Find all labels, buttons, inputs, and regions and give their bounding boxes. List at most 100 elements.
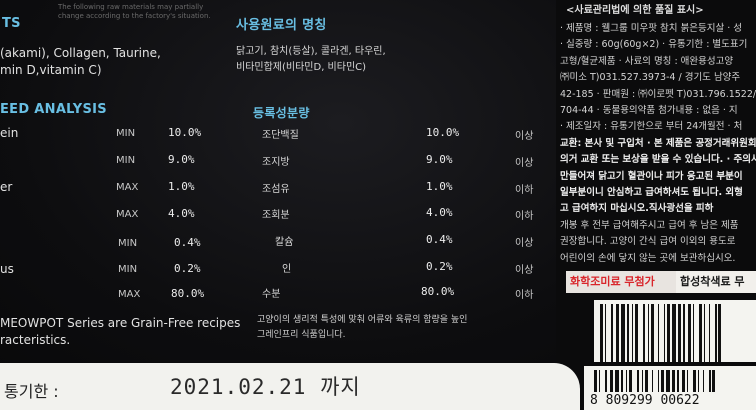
ingredients-en-line1: (akami), Collagen, Taurine, bbox=[0, 46, 161, 60]
quality-label-line: · 제품명 : 웰그룹 미우팟 참치 붉은등지살 · 성 bbox=[560, 23, 742, 34]
analysis-value-en: 4.0% bbox=[168, 207, 195, 220]
analysis-bound-en: MAX bbox=[118, 289, 141, 300]
barcode-bar bbox=[693, 370, 696, 392]
badge-no-coloring: 합성착색료 무 bbox=[676, 271, 756, 293]
barcode-bar bbox=[692, 304, 695, 362]
barcode-top-bars bbox=[594, 300, 756, 362]
ingredients-en-line2: min D,vitamin C) bbox=[0, 63, 102, 77]
analysis-value-ko: 4.0% bbox=[426, 206, 453, 219]
barcode-bar bbox=[672, 304, 677, 362]
barcode-bar bbox=[643, 304, 645, 362]
analysis-title-en: EED ANALYSIS bbox=[0, 102, 107, 117]
barcode-bar bbox=[598, 370, 601, 392]
barcode-bar bbox=[702, 370, 705, 392]
quality-label-line: 어린이의 손에 닿지 않는 곳에 보관하십시오. bbox=[560, 252, 736, 264]
barcode-bar bbox=[683, 304, 685, 362]
barcode-bar bbox=[627, 304, 629, 362]
quality-label-line: 만들어져 닭고기 혈관이나 피가 응고된 부분이 bbox=[560, 170, 743, 182]
barcode-bar bbox=[611, 304, 613, 362]
analysis-value-en: 10.0% bbox=[168, 126, 202, 139]
expiry-band: 통기한 : 2021.02.21 까지 bbox=[0, 363, 580, 410]
barcode-bar bbox=[637, 370, 639, 392]
analysis-bound-en: MAX bbox=[116, 182, 139, 193]
top-note-line1: The following raw materials may partiall… bbox=[58, 3, 204, 11]
expiry-date: 2021.02.21 까지 bbox=[170, 375, 361, 399]
barcode-bar bbox=[648, 304, 650, 362]
barcode-bar bbox=[658, 370, 660, 392]
analysis-bound-ko: 이상 bbox=[515, 238, 534, 249]
barcode-bar bbox=[614, 370, 619, 392]
barcode-bar bbox=[626, 370, 628, 392]
analysis-value-en: 80.0% bbox=[171, 287, 205, 300]
barcode-bar bbox=[610, 370, 613, 392]
barcode-bar bbox=[645, 370, 648, 392]
quality-label-line: 교환: 본사 및 구입처 · 본 제품은 공정거래위원회 bbox=[560, 137, 756, 149]
analysis-bound-ko: 이하 bbox=[515, 211, 534, 222]
analysis-bound-en: MIN bbox=[116, 128, 136, 139]
grain-free-en-line1: MEOWPOT Series are Grain-Free recipes bbox=[0, 316, 241, 330]
grain-free-ko-line2: 그레인프리 식품입니다. bbox=[257, 330, 346, 340]
analysis-label-ko: 조회분 bbox=[262, 210, 290, 221]
barcode-bar bbox=[604, 304, 607, 362]
analysis-bound-ko: 이상 bbox=[515, 131, 534, 142]
analysis-bound-ko: 이하 bbox=[515, 185, 534, 196]
barcode-bar bbox=[672, 370, 676, 392]
ingredients-title-ko: 사용원료의 명칭 bbox=[236, 18, 327, 33]
barcode: 8 809299 00622 bbox=[584, 366, 756, 410]
barcode-bar bbox=[688, 304, 691, 362]
analysis-value-ko: 0.4% bbox=[426, 233, 453, 246]
analysis-bound-en: MIN bbox=[118, 264, 138, 275]
analysis-value-en: 0.4% bbox=[174, 236, 201, 249]
ingredients-ko-line1: 닭고기, 참치(등살), 콜라겐, 타우린, bbox=[236, 46, 386, 57]
analysis-label-en: er bbox=[0, 180, 13, 194]
barcode-bar bbox=[718, 304, 722, 362]
analysis-label-ko: 조지방 bbox=[262, 157, 290, 168]
analysis-label-ko: 조단백질 bbox=[262, 130, 299, 141]
barcode-bar bbox=[661, 370, 664, 392]
barcode-bars-upper bbox=[600, 304, 756, 362]
barcode-bar bbox=[616, 304, 619, 362]
barcode-bar bbox=[686, 370, 689, 392]
quality-label-line: 권장합니다. 고양이 간식 급여 이외의 용도로 bbox=[560, 236, 736, 248]
analysis-bound-ko: 이하 bbox=[515, 290, 534, 301]
quality-label-line: 고형/혈균제품 · 사료의 명칭 : 애완용성고양 bbox=[560, 55, 734, 67]
barcode-bar bbox=[651, 304, 654, 362]
barcode-bar bbox=[682, 370, 685, 392]
barcode-bar bbox=[708, 304, 711, 362]
barcode-number: 8 809299 00622 bbox=[590, 393, 700, 408]
barcode-bar bbox=[715, 304, 717, 362]
quality-label-line: · 실중량 : 60g(60g×2) · 유통기한 : 별도표기 bbox=[560, 39, 748, 51]
analysis-label-ko: 칼슘 bbox=[275, 237, 294, 248]
analysis-value-ko: 0.2% bbox=[426, 260, 453, 273]
barcode-bar bbox=[677, 370, 679, 392]
barcode-bar bbox=[632, 304, 634, 362]
analysis-value-ko: 10.0% bbox=[426, 126, 460, 139]
quality-label-line: 의거 교환 또는 보상을 받을 수 있습니다. · 주의사 bbox=[560, 154, 756, 166]
barcode-bar bbox=[620, 304, 625, 362]
analysis-bound-ko: 이상 bbox=[515, 265, 534, 276]
quality-label-line: 일부분이니 안심하고 급여하셔도 됩니다. 외형 bbox=[560, 187, 743, 198]
barcode-bar bbox=[657, 304, 659, 362]
analysis-label-ko: 조섬유 bbox=[262, 184, 290, 195]
barcode-bar bbox=[678, 304, 682, 362]
barcode-bar bbox=[621, 370, 623, 392]
barcode-bar bbox=[666, 370, 671, 392]
analysis-title-ko: 등록성분량 bbox=[253, 106, 310, 120]
quality-label-line: ㈜미소 T)031.527.3973-4 / 경기도 남양주 bbox=[560, 72, 741, 84]
barcode-bar bbox=[709, 370, 711, 392]
barcode-bar bbox=[699, 304, 702, 362]
barcode-bar bbox=[605, 370, 607, 392]
analysis-label-ko: 수분 bbox=[262, 289, 281, 300]
barcode-bar bbox=[600, 304, 603, 362]
barcode-bar bbox=[698, 370, 700, 392]
quality-label-title: <사료관리법에 의한 품질 표시> bbox=[566, 5, 704, 16]
analysis-value-en: 0.2% bbox=[174, 262, 201, 275]
analysis-bound-en: MAX bbox=[116, 209, 139, 220]
barcode-bar bbox=[594, 370, 597, 392]
barcode-bar bbox=[642, 370, 644, 392]
analysis-value-ko: 1.0% bbox=[426, 180, 453, 193]
ingredients-ko-line2: 비타민합제(비타민D, 비타민C) bbox=[236, 62, 367, 73]
ingredients-title-en: TS bbox=[2, 16, 21, 31]
analysis-bound-en: MIN bbox=[118, 238, 138, 249]
